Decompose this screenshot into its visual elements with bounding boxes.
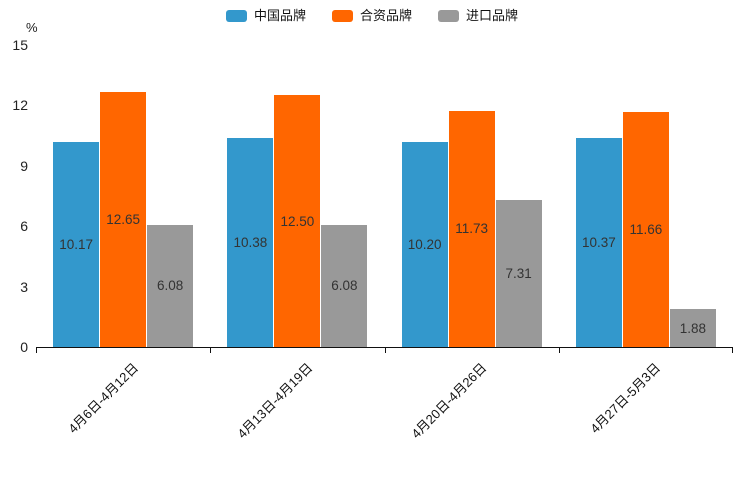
bar-import-brands: 7.31 xyxy=(495,199,542,347)
bar-group: 10.17 12.65 6.08 xyxy=(36,45,210,347)
legend: 中国品牌 合资品牌 进口品牌 xyxy=(0,8,744,24)
x-axis-label: 4月13日-4月19日 xyxy=(233,360,316,442)
legend-swatch-joint-venture-brands xyxy=(331,10,353,22)
bar-china-brands: 10.20 xyxy=(401,141,448,347)
y-axis-tick-label: 12 xyxy=(12,97,28,114)
bar-value-label: 1.88 xyxy=(679,320,707,336)
bar-joint-venture-brands: 12.50 xyxy=(274,95,321,347)
x-axis-labels: 4月6日-4月12日 4月13日-4月19日 4月20日-4月26日 4月27日-5月… xyxy=(36,347,733,487)
bar-value-label: 12.65 xyxy=(106,212,141,228)
legend-swatch-import-brands xyxy=(438,10,459,22)
bar-import-brands: 6.08 xyxy=(147,224,194,347)
bar-joint-venture-brands: 12.65 xyxy=(100,92,147,347)
x-axis-tick xyxy=(732,347,733,353)
bar-groups: 10.17 12.65 6.08 10.38 12.50 6.08 10.20 11.73 7.… xyxy=(36,45,733,347)
bar-china-brands: 10.37 xyxy=(575,138,622,347)
x-axis-label-cell: 4月13日-4月19日 xyxy=(210,347,384,487)
legend-item-label: 合资品牌 xyxy=(359,8,412,23)
bar-value-label: 10.38 xyxy=(233,235,268,251)
bar-value-label: 6.08 xyxy=(156,278,184,294)
bar-value-label: 10.17 xyxy=(59,237,94,253)
y-axis-unit-label: % xyxy=(26,20,38,35)
bar-import-brands: 1.88 xyxy=(669,309,716,347)
x-axis-tick xyxy=(36,347,37,353)
legend-item-joint-venture-brands[interactable]: 合资品牌 xyxy=(331,8,412,24)
y-axis-tick-label: 3 xyxy=(20,278,28,295)
y-axis-tick-label: 6 xyxy=(20,218,28,235)
bar-group: 10.20 11.73 7.31 xyxy=(385,45,559,347)
bar-value-label: 10.37 xyxy=(581,235,616,251)
x-axis-label: 4月6日-4月12日 xyxy=(64,360,141,437)
bar-value-label: 11.66 xyxy=(629,222,663,238)
x-axis-label-cell: 4月20日-4月26日 xyxy=(385,347,559,487)
bar-value-label: 6.08 xyxy=(331,278,358,294)
x-axis-label-cell: 4月6日-4月12日 xyxy=(36,347,210,487)
legend-item-china-brands[interactable]: 中国品牌 xyxy=(225,8,306,24)
x-axis-label-cell: 4月27日-5月3日 xyxy=(559,347,733,487)
bar-value-label: 10.20 xyxy=(407,236,442,252)
x-axis-label: 4月27日-5月3日 xyxy=(587,360,664,437)
bar-value-label: 12.50 xyxy=(280,213,315,229)
bar-group: 10.37 11.66 1.88 xyxy=(559,45,733,347)
x-axis-label: 4月20日-4月26日 xyxy=(408,360,490,442)
bar-value-label: 7.31 xyxy=(505,265,532,281)
x-axis-tick xyxy=(384,347,386,353)
bar-china-brands: 10.38 xyxy=(227,138,274,347)
y-axis-tick-label: 9 xyxy=(20,157,28,174)
x-axis-tick xyxy=(558,347,560,353)
legend-item-label: 中国品牌 xyxy=(253,8,306,23)
y-axis-tick-label: 0 xyxy=(20,339,28,355)
bar-joint-venture-brands: 11.73 xyxy=(448,110,495,347)
legend-swatch-china-brands xyxy=(225,10,247,22)
legend-item-label: 进口品牌 xyxy=(466,8,519,23)
bar-china-brands: 10.17 xyxy=(53,142,100,347)
bar-group: 10.38 12.50 6.08 xyxy=(210,45,384,347)
bar-import-brands: 6.08 xyxy=(321,224,368,347)
bar-value-label: 11.73 xyxy=(455,221,489,237)
legend-item-import-brands[interactable]: 进口品牌 xyxy=(438,8,518,24)
plot-area: % 10.17 12.65 6.08 10.38 12.50 6.08 10.20 11.73… xyxy=(12,20,733,441)
bar-joint-venture-brands: 11.66 xyxy=(622,112,669,347)
x-axis-tick xyxy=(210,347,212,353)
y-axis-tick-label: 15 xyxy=(12,37,28,53)
